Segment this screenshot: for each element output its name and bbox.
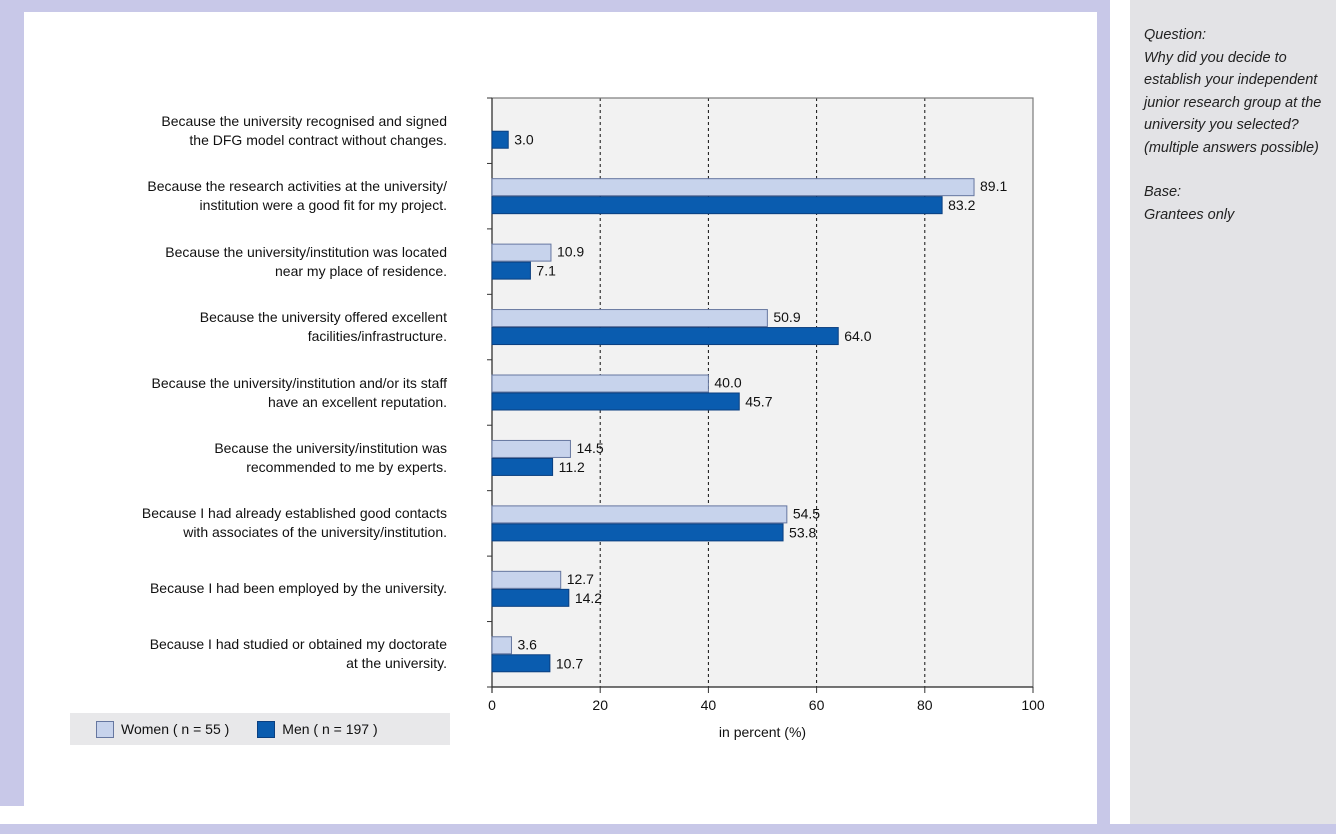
x-tick-label: 40 — [701, 697, 717, 713]
legend-swatch-women — [96, 720, 114, 738]
category-label: Because the university/institution and/o… — [60, 374, 447, 412]
frame-right-border — [1097, 0, 1110, 834]
side-panel — [1130, 0, 1336, 824]
category-label-line: with associates of the university/instit… — [183, 524, 447, 540]
category-label: Because the university offered excellent… — [60, 308, 447, 346]
bar-women — [491, 636, 512, 655]
data-label-women: 3.6 — [517, 636, 537, 652]
category-label-line: Because the university/institution was l… — [165, 244, 447, 260]
category-label: Because the research activities at the u… — [60, 177, 447, 215]
category-label-line: Because the university/institution and/o… — [151, 375, 447, 391]
base-heading: Base: — [1144, 184, 1182, 200]
category-label-line: Because I had already established good c… — [141, 505, 447, 521]
category-label-line: have an excellent reputation. — [267, 394, 447, 410]
bar-men — [491, 392, 740, 411]
legend-item-women: Women ( n = 55 ) — [70, 720, 230, 738]
bar-women — [491, 505, 788, 524]
x-tick-label: 0 — [488, 697, 496, 713]
data-label-men: 45.7 — [745, 394, 772, 410]
legend-label-men: Men ( n = 197 ) — [282, 721, 378, 737]
category-label: Because I had been employed by the unive… — [60, 579, 447, 598]
data-label-women: 40.0 — [714, 375, 741, 391]
category-label-line: at the university. — [346, 655, 447, 671]
x-tick-label: 60 — [809, 697, 825, 713]
data-label-men: 53.8 — [789, 524, 816, 540]
category-label-line: Because I had been employed by the unive… — [149, 580, 447, 596]
category-label-line: facilities/infrastructure. — [307, 328, 447, 344]
data-label-men: 3.0 — [514, 132, 534, 148]
frame-bottom-border — [0, 824, 1336, 834]
bar-women — [491, 243, 552, 262]
legend-swatch-men — [257, 720, 276, 738]
bar-men — [491, 196, 943, 215]
category-label-line: Because I had studied or obtained my doc… — [149, 636, 447, 652]
x-tick-label: 100 — [1021, 697, 1045, 713]
category-label: Because the university/institution was re… — [60, 439, 447, 477]
bar-men — [491, 261, 531, 280]
frame-left-border — [0, 0, 24, 806]
category-label-line: near my place of residence. — [275, 263, 447, 279]
bar-men — [491, 654, 551, 673]
bar-women — [491, 374, 709, 393]
data-label-women: 12.7 — [567, 571, 594, 587]
category-label: Because I had already established good c… — [60, 504, 447, 542]
bar-men — [491, 523, 784, 542]
category-label-line: the DFG model contract without changes. — [189, 132, 447, 148]
category-label: Because the university recognised and si… — [60, 112, 447, 150]
data-label-men: 83.2 — [948, 197, 975, 213]
data-label-men: 7.1 — [536, 263, 556, 279]
data-label-men: 64.0 — [844, 328, 871, 344]
x-tick-label: 20 — [592, 697, 608, 713]
bar-men — [491, 327, 839, 346]
category-label-line: Because the research activities at the u… — [147, 178, 447, 194]
data-label-women: 14.5 — [576, 440, 603, 456]
data-label-women: 54.5 — [793, 505, 820, 521]
base-text: Grantees only — [1144, 206, 1235, 223]
data-label-women: 50.9 — [773, 309, 800, 325]
data-label-men: 14.2 — [575, 590, 602, 606]
bar-men — [491, 588, 570, 607]
category-label-line: recommended to me by experts. — [246, 459, 447, 475]
category-label-line: Because the university recognised and si… — [161, 113, 447, 129]
category-label: Because I had studied or obtained my doc… — [60, 635, 447, 673]
category-label: Because the university/institution was l… — [60, 243, 447, 281]
category-label-line: Because the university/institution was — [214, 440, 447, 456]
x-tick-label: 80 — [917, 697, 933, 713]
bar-men — [491, 457, 554, 476]
side-panel-text: Question: Why did you decide to establis… — [1144, 24, 1332, 226]
bar-women — [491, 570, 562, 589]
bar-women — [491, 439, 571, 458]
data-label-women: 10.9 — [557, 244, 584, 260]
data-label-men: 10.7 — [556, 655, 583, 671]
data-label-women: 89.1 — [980, 178, 1007, 194]
category-label-line: Because the university offered excellent — [199, 309, 447, 325]
legend: Women ( n = 55 ) Men ( n = 197 ) — [70, 713, 450, 745]
data-label-men: 11.2 — [559, 459, 585, 475]
legend-item-men: Men ( n = 197 ) — [229, 720, 378, 738]
bar-men — [491, 130, 509, 149]
frame-top-border — [0, 0, 1110, 12]
question-heading: Question: — [1144, 27, 1207, 43]
category-label-line: institution were a good fit for my proje… — [199, 197, 447, 213]
bar-women — [491, 178, 975, 197]
question-text: Why did you decide to establish your ind… — [1144, 49, 1322, 156]
x-axis-title: in percent (%) — [719, 724, 806, 740]
legend-label-women: Women ( n = 55 ) — [121, 721, 230, 737]
bar-women — [491, 309, 768, 328]
